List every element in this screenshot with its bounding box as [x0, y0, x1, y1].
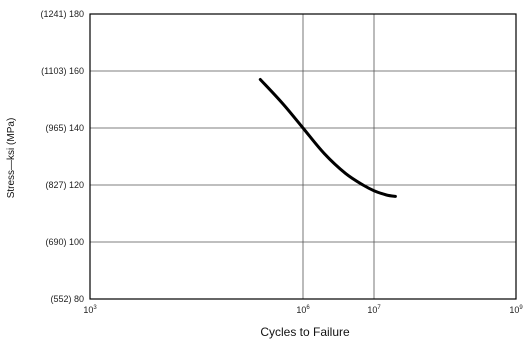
x-tick-base: 10 [367, 305, 377, 315]
x-tick-label: 106 [296, 305, 310, 315]
y-axis-title: Stress—ksi (MPa) [6, 118, 17, 199]
x-tick-exponent: 7 [377, 305, 381, 311]
y-tick-label: (1241) 180 [40, 9, 84, 19]
x-tick-base: 10 [296, 305, 306, 315]
y-tick-label: (552) 80 [50, 294, 84, 304]
x-axis: 103 106 107 109 [83, 305, 523, 315]
x-tick-exponent: 3 [93, 305, 97, 311]
y-axis: (1241) 180 (1103) 160 (965) 140 (827) 120 (6… [40, 9, 84, 304]
y-tick-label: (965) 140 [45, 123, 84, 133]
x-tick-base: 10 [509, 305, 519, 315]
series-group [258, 78, 397, 198]
x-tick-label: 107 [367, 305, 381, 315]
y-tick-label: (690) 100 [45, 237, 84, 247]
series-line-0 [258, 78, 397, 198]
y-tick-label: (827) 120 [45, 180, 84, 190]
x-tick-exponent: 6 [306, 305, 310, 311]
x-tick-base: 10 [83, 305, 93, 315]
x-tick-label: 103 [83, 305, 97, 315]
plot-frame [89, 13, 517, 300]
x-axis-title: Cycles to Failure [260, 325, 350, 339]
x-tick-exponent: 9 [519, 305, 523, 311]
x-tick-label: 109 [509, 305, 523, 315]
y-tick-label: (1103) 160 [41, 66, 84, 76]
grid [89, 13, 517, 300]
